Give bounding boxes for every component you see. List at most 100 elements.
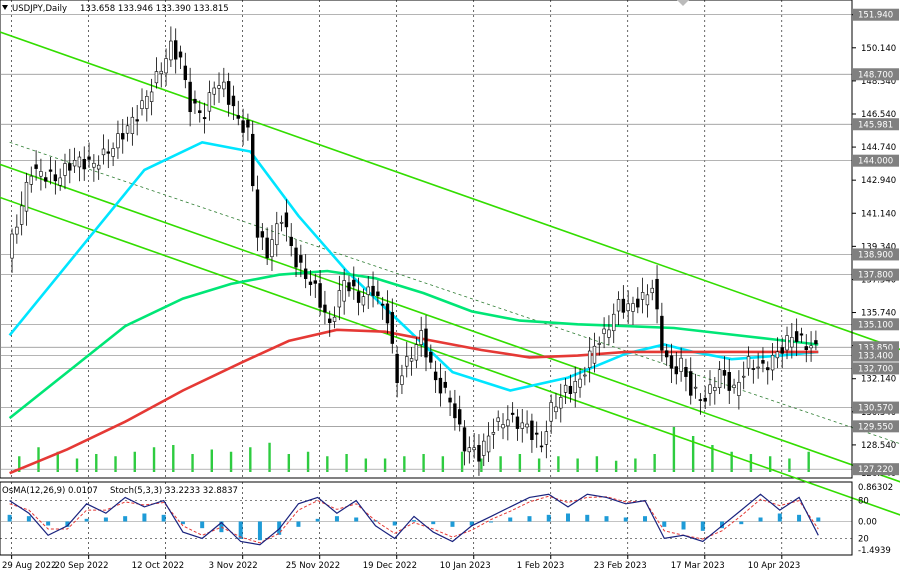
chart-shift-icon[interactable] — [677, 0, 689, 6]
candle-body — [616, 299, 621, 312]
osma-bar — [681, 521, 686, 530]
osma-bar — [720, 521, 725, 529]
level-tag-text: 148.700 — [858, 70, 893, 80]
volume-bar — [807, 451, 810, 472]
candle-body — [419, 330, 423, 345]
volume-bar — [152, 447, 156, 472]
volume-bar — [614, 460, 618, 472]
candle-body — [342, 280, 346, 302]
osma-bar — [161, 514, 166, 522]
candle-body — [318, 283, 322, 308]
candle-body — [140, 100, 144, 109]
osma-bar — [566, 513, 570, 522]
candle-body — [679, 357, 683, 372]
level-tag-text: 144.000 — [858, 157, 893, 167]
level-tag-text: 137.800 — [858, 271, 893, 281]
candle-body — [602, 328, 606, 334]
candle-body — [260, 231, 265, 238]
candle-body — [328, 318, 332, 323]
ohlc-label: 133.658 133.946 133.390 133.815 — [80, 4, 229, 14]
candle-body — [207, 92, 212, 112]
osma-bar — [296, 521, 301, 527]
candle-body — [645, 294, 650, 306]
volume-bar — [287, 454, 291, 472]
price-tick-label: 142.940 — [861, 176, 896, 186]
candle-body — [265, 237, 269, 259]
candle-body — [501, 424, 505, 429]
candle-body — [554, 406, 558, 413]
candle-body — [246, 119, 250, 128]
osma-bar — [585, 514, 590, 522]
volume-bar — [499, 456, 502, 472]
candle-body — [626, 303, 630, 311]
time-tick-label: 10 Jan 2023 — [440, 561, 491, 571]
volume-bar — [403, 456, 406, 472]
price-tick-label: 135.740 — [861, 309, 896, 319]
candle-body — [19, 205, 24, 225]
candle-body — [621, 298, 626, 313]
candle-body — [727, 372, 731, 391]
candle-body — [708, 384, 712, 394]
candle-body — [443, 381, 447, 388]
level-tag-box — [853, 318, 899, 331]
candle-body — [352, 279, 356, 287]
osma-bar — [431, 521, 436, 525]
candle-body — [790, 337, 794, 348]
candle-body — [448, 397, 452, 403]
candle-body — [39, 171, 43, 177]
candle-body — [44, 177, 48, 182]
candle-body — [217, 85, 221, 89]
candle-body — [270, 239, 274, 258]
level-tag-box — [853, 154, 899, 167]
volume-bar — [326, 456, 329, 472]
candle-body — [717, 369, 722, 388]
candle-body — [587, 350, 592, 369]
candle-body — [424, 328, 428, 358]
candle-body — [10, 233, 14, 259]
candle-body — [154, 71, 159, 84]
level-tag-text: 151.940 — [858, 11, 893, 21]
osma-bar — [546, 514, 551, 522]
candle-body — [337, 290, 342, 308]
level-tag-box — [853, 268, 899, 281]
candle-body — [111, 148, 115, 157]
level-tag-text: 129.550 — [858, 422, 893, 432]
candle-body — [578, 378, 582, 388]
candle-body — [549, 402, 553, 422]
candle-body — [279, 221, 284, 224]
candle-body — [400, 375, 404, 385]
candle-body — [226, 81, 231, 105]
time-tick-label: 17 Mar 2023 — [671, 561, 725, 571]
candle-body — [535, 432, 539, 435]
osc-level-label: 20 — [858, 534, 869, 544]
volume-bar — [691, 436, 695, 472]
candle-body — [87, 156, 91, 160]
osma-bar — [65, 521, 70, 527]
osma-label: OsMA(12,26,9) 0.0107 — [2, 486, 98, 496]
candle-body — [674, 366, 679, 375]
moving-averages — [8, 140, 819, 475]
candle-body — [116, 133, 120, 149]
candle-body — [106, 151, 111, 154]
osma-bar — [334, 516, 339, 522]
osma-bar — [315, 518, 320, 522]
level-tag-text: 130.570 — [858, 404, 893, 414]
volume-bar — [460, 451, 464, 472]
candle-body — [486, 435, 491, 453]
candle-body — [183, 65, 188, 81]
osma-bar — [508, 517, 513, 522]
time-tick-label: 19 Dec 2022 — [363, 561, 417, 571]
candle-body — [597, 343, 601, 345]
osma-bar — [662, 521, 667, 527]
osma-bar — [758, 517, 763, 522]
candle-body — [72, 160, 77, 167]
osma-bar — [257, 521, 262, 541]
candle-body — [770, 354, 775, 371]
level-tag-text: 133.850 — [858, 343, 893, 353]
candle-body — [794, 331, 799, 342]
volume-bar — [56, 451, 59, 472]
candle-body — [68, 163, 72, 171]
time-tick-label: 29 Aug 2022 — [2, 561, 56, 571]
candle-body — [188, 81, 192, 113]
